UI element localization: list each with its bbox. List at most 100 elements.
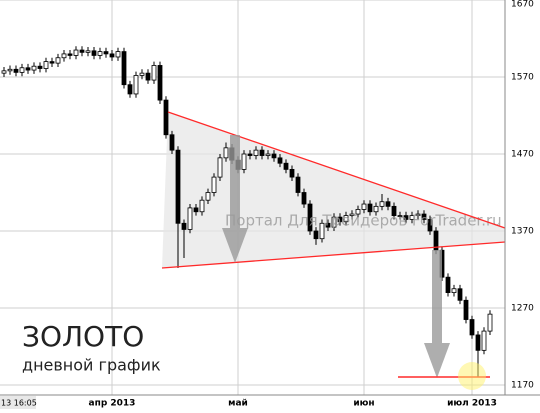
arrow-head [222, 228, 248, 263]
candle-body [451, 288, 457, 293]
candle-body [13, 68, 19, 73]
candle-body [379, 201, 385, 207]
candle-body [19, 67, 25, 73]
candle-body [319, 222, 325, 240]
candle-body [91, 50, 97, 56]
candle-body [343, 215, 349, 223]
candle-body [397, 215, 403, 217]
candle-body [181, 222, 187, 230]
candle-body [241, 153, 247, 170]
candle-body [133, 75, 139, 95]
y-tick-label: 1270 [511, 303, 534, 313]
candle-body [127, 84, 133, 95]
candle-body [139, 72, 145, 76]
ticks: 1170 1270 1370 1470 1570 1670 апр 2013 май июн ию… [89, 0, 535, 409]
candle-body [151, 65, 157, 81]
candle-body [115, 51, 121, 58]
candle-body [373, 205, 379, 213]
chart-title: ЗОЛОТО [22, 320, 144, 353]
candle-body [193, 207, 199, 213]
candle-body [97, 51, 103, 56]
y-tick-label: 1170 [511, 380, 534, 390]
candle-body [163, 99, 169, 136]
candle-body [349, 213, 355, 216]
candle-body [487, 313, 493, 332]
candle-body [481, 330, 487, 351]
candle-body [415, 213, 421, 216]
candle-body [265, 153, 271, 156]
candle-body [277, 157, 283, 164]
candle-body [391, 205, 397, 216]
triangle-shade [162, 112, 505, 268]
candle-body [211, 176, 217, 193]
candle-body [1, 70, 7, 74]
y-tick-label: 1670 [511, 0, 534, 10]
y-tick-label: 1470 [511, 149, 534, 159]
candle-body [73, 49, 79, 56]
candle-body [25, 67, 31, 71]
x-tick-label: май [228, 399, 248, 409]
candle-body [457, 288, 463, 301]
candle-body [325, 222, 331, 228]
candle-body [85, 50, 91, 53]
chart-subtitle: дневной график [22, 356, 161, 375]
candle-body [217, 157, 223, 178]
candle-body [301, 192, 307, 205]
candle-body [331, 216, 337, 228]
candle-body [79, 49, 85, 53]
candle-body [421, 213, 427, 220]
candle-body [199, 199, 205, 213]
candle-body [313, 230, 319, 240]
arrow-head [424, 343, 450, 378]
arrow-shaft [432, 250, 442, 345]
candle-body [49, 61, 55, 64]
x-tick-label: апр 2013 [89, 399, 136, 409]
candle-body [469, 319, 475, 336]
candle-body [175, 149, 181, 224]
candle-body [361, 203, 367, 210]
candle-body [367, 203, 373, 213]
candle-body [295, 176, 301, 193]
candle-body [259, 149, 265, 156]
candle-body [43, 61, 49, 69]
candle-body [307, 203, 313, 232]
y-tick-label: 1570 [511, 72, 534, 82]
candle-body [31, 65, 37, 71]
timestamp-box [0, 396, 36, 409]
arrow-shaft [230, 135, 240, 230]
candle-body [169, 134, 175, 151]
candle-body [427, 219, 433, 232]
highlight [458, 362, 486, 390]
candle-body [145, 72, 151, 81]
candle-body [271, 153, 277, 159]
candle-body [355, 209, 361, 215]
candle-body [157, 65, 163, 101]
candle-body [7, 68, 13, 72]
candle-body [187, 207, 193, 230]
candle-body [205, 192, 211, 201]
candle-body [403, 215, 409, 220]
timestamp: 13 16:05 [1, 399, 37, 408]
candle-body [463, 299, 469, 320]
candle-body [385, 201, 391, 207]
candle-body [37, 65, 43, 69]
candle-body [247, 153, 253, 156]
candle-body [223, 147, 229, 159]
candle-body [475, 334, 481, 351]
arrows [222, 135, 450, 378]
x-tick-label: июл 2013 [447, 399, 497, 409]
candle-body [67, 53, 73, 56]
y-tick-label: 1370 [511, 226, 534, 236]
x-tick-label: июн [353, 399, 374, 409]
candle-body [409, 215, 415, 220]
trend-line [167, 111, 506, 229]
candle-body [109, 53, 115, 58]
candle-body [61, 53, 67, 59]
candle-body [103, 51, 109, 55]
candle-body [121, 51, 127, 86]
candle-body [289, 168, 295, 178]
candle-body [283, 162, 289, 170]
candle-body [337, 216, 343, 223]
candle-body [55, 57, 61, 64]
